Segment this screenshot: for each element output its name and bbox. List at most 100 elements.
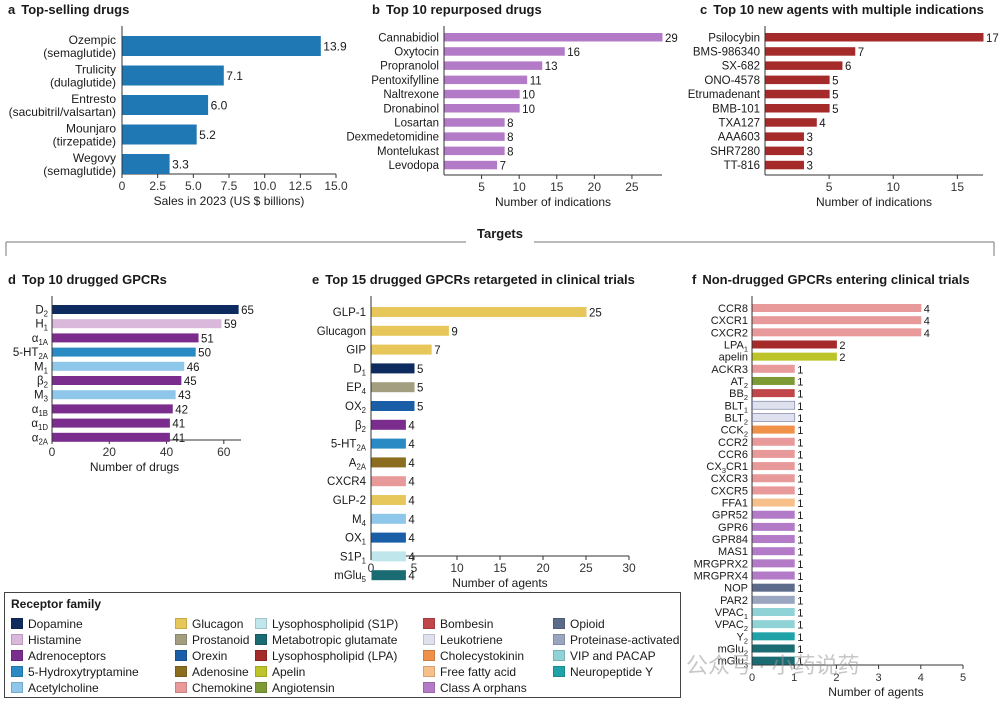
bar <box>765 118 817 127</box>
legend-item: VIP and PACAP <box>553 649 656 663</box>
x-tick-label: 5 <box>411 561 418 575</box>
x-tick-label: 60 <box>217 445 231 459</box>
legend-swatch <box>11 666 23 677</box>
bar-value-label: 1 <box>797 522 803 534</box>
panel-e-retargeted-gpcrs: e Top 15 drugged GPCRs retargeted in clin… <box>312 272 636 590</box>
bar <box>52 404 173 414</box>
bar <box>752 316 922 325</box>
bar <box>444 61 543 70</box>
category-label: EP4 <box>346 382 366 396</box>
legend-swatch <box>553 618 565 629</box>
bar-value-label: 4 <box>408 458 415 470</box>
legend-item: Chemokine <box>175 681 253 695</box>
bar-value-label: 1 <box>797 644 803 656</box>
bar <box>765 75 830 85</box>
category-label: D1 <box>353 363 366 377</box>
bar <box>765 104 830 113</box>
legend-item: Lysophospholipid (S1P) <box>255 617 398 631</box>
category-label: GIP <box>346 345 366 357</box>
bar-value-label: 7 <box>500 161 506 173</box>
bar-value-label: 5 <box>832 75 838 87</box>
category-label: MRGPRX4 <box>694 571 748 583</box>
category-label: SX-682 <box>722 61 760 73</box>
bar <box>371 495 406 505</box>
x-tick-label: 5.0 <box>185 179 202 193</box>
bar <box>752 656 795 665</box>
category-label: α1D <box>31 418 48 432</box>
category-label: Psilocybin <box>708 32 760 44</box>
category-label: VPAC2 <box>715 619 748 633</box>
category-label: BLT2 <box>724 412 748 426</box>
category-label: Pentoxifylline <box>371 75 439 87</box>
x-tick-label: 5 <box>960 672 966 684</box>
x-tick-label: 15.0 <box>324 179 348 193</box>
legend-item: Adenosine <box>175 665 249 679</box>
legend-swatch <box>175 650 187 661</box>
legend-item: Opioid <box>553 617 605 631</box>
category-label: apelin <box>719 352 748 364</box>
targets-label: Targets <box>477 226 523 241</box>
bar-value-label: 4 <box>408 552 415 564</box>
bar-value-label: 4 <box>408 477 415 489</box>
bar-value-label: 1 <box>797 486 803 498</box>
category-label: AT2 <box>731 376 748 390</box>
bar <box>52 390 176 400</box>
x-tick-label: 30 <box>622 561 636 575</box>
legend-label: Angiotensin <box>272 681 335 695</box>
x-tick-label: 25 <box>579 561 593 575</box>
bar-value-label: 7 <box>858 47 864 59</box>
legend-item: Glucagon <box>175 617 243 631</box>
category-label: Levodopa <box>388 160 439 172</box>
category-label: S1P1 <box>340 551 366 565</box>
category-label: FFA1 <box>722 498 748 510</box>
bar-value-label: 4 <box>408 496 415 508</box>
bar-value-label: 7.1 <box>226 69 243 83</box>
bar <box>752 352 837 361</box>
legend-label: Neuropeptide Y <box>570 665 654 679</box>
category-label: Montelukast <box>377 146 440 158</box>
category-label: PAR2 <box>720 595 748 607</box>
category-label: CCR6 <box>718 449 748 461</box>
legend-swatch <box>423 682 435 693</box>
panel-b-repurposed-drugs: b Top 10 repurposed drugs 5 10 15 20 25 Number … <box>346 2 677 209</box>
bar-value-label: 5 <box>417 364 423 376</box>
bar <box>52 305 239 314</box>
category-label: CCR8 <box>718 303 748 315</box>
legend-label: Adenosine <box>192 665 249 679</box>
bar-value-label: 1 <box>797 656 803 668</box>
legend-swatch <box>255 618 267 629</box>
legend-item: Acetylcholine <box>11 681 99 695</box>
category-label: Cannabidiol <box>378 32 439 44</box>
category-label: Trulicity <box>75 63 116 77</box>
x-tick-label: 20 <box>536 561 550 575</box>
bar <box>444 160 498 170</box>
bar-value-label: 42 <box>175 404 188 416</box>
legend-label: Dopamine <box>28 617 83 631</box>
bar <box>752 510 795 519</box>
x-tick-label: 5 <box>478 180 485 194</box>
bar-value-label: 65 <box>241 305 254 317</box>
legend-swatch <box>11 650 23 661</box>
category-label-sub: (semaglutide) <box>43 46 116 60</box>
bar <box>444 33 663 42</box>
panel-d-x-axis-label: Number of drugs <box>90 460 179 474</box>
category-label-sub: (semaglutide) <box>43 164 116 178</box>
targets-divider: Targets <box>5 225 995 256</box>
category-label: ONO-4578 <box>704 75 760 87</box>
legend-swatch <box>175 682 187 693</box>
bar-value-label: 5 <box>417 402 423 414</box>
legend-label: Leukotriene <box>440 633 503 647</box>
bar-value-label: 1 <box>797 474 803 486</box>
legend-swatch <box>255 650 267 661</box>
category-label-sub: (dulaglutide) <box>50 76 116 90</box>
category-label: 5-HT2A <box>13 347 49 361</box>
category-label: Etrumadenant <box>688 89 761 101</box>
category-label: CX3CR1 <box>706 461 748 475</box>
bar-value-label: 1 <box>797 462 803 474</box>
bar <box>752 340 837 349</box>
legend-label: Lysophospholipid (LPA) <box>272 649 398 663</box>
bar-value-label: 4 <box>408 533 415 545</box>
x-tick-label: 10 <box>450 561 464 575</box>
bar-value-label: 50 <box>198 348 211 360</box>
bar-value-label: 1 <box>797 413 803 425</box>
